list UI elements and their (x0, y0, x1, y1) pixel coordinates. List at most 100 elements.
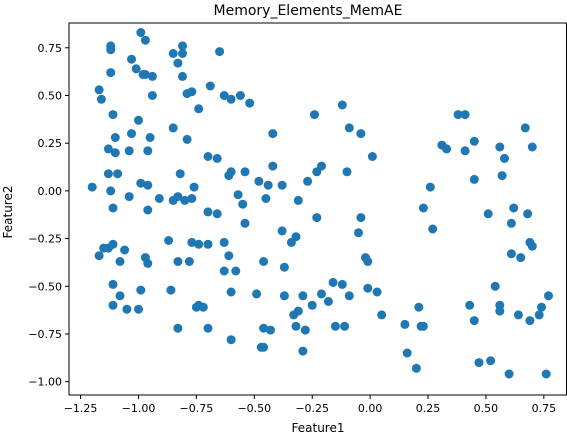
data-point (354, 228, 363, 238)
data-point (363, 257, 373, 266)
x-tick-label: 0.00 (358, 402, 383, 415)
data-point (534, 310, 544, 320)
data-point (337, 279, 347, 289)
data-point (219, 266, 229, 276)
y-axis-ticks: −1.00 −0.75 −0.50 −0.25 0.00 0.25 0.50 0.75 (28, 42, 69, 389)
x-tick-label: −1.25 (64, 402, 98, 415)
data-point (259, 323, 269, 333)
data-point (495, 306, 505, 316)
data-point (180, 195, 190, 205)
data-point (516, 253, 526, 263)
data-point (356, 213, 366, 223)
data-point (87, 182, 97, 192)
data-point (469, 136, 479, 146)
x-tick-label: 0.75 (532, 402, 557, 415)
data-point (94, 251, 104, 261)
x-tick-label: 0.50 (474, 402, 499, 415)
y-tick-label: −0.25 (28, 233, 62, 246)
data-point (317, 289, 326, 299)
data-point (266, 325, 275, 335)
data-point (219, 237, 229, 247)
data-point (226, 287, 236, 297)
x-tick-label: −0.75 (180, 402, 214, 415)
data-point (94, 85, 104, 95)
data-point (474, 358, 484, 368)
data-point (537, 302, 546, 312)
data-point (136, 285, 146, 295)
data-point (425, 182, 435, 192)
data-point (465, 300, 475, 310)
x-tick-label: −1.00 (122, 402, 156, 415)
data-point (268, 129, 278, 139)
data-point (154, 194, 164, 203)
data-point (277, 226, 287, 236)
data-point (108, 239, 118, 249)
data-point (252, 289, 262, 299)
data-point (469, 174, 479, 184)
data-point (124, 146, 134, 156)
data-point (342, 167, 352, 177)
data-point (356, 129, 366, 139)
x-axis-ticks: −1.25 −1.00 −0.75 −0.50 −0.25 0.00 0.25 0.50 0.7… (64, 395, 556, 415)
data-point (240, 167, 250, 177)
data-point (203, 239, 213, 249)
data-point (428, 224, 438, 234)
data-point (122, 304, 132, 314)
data-point (497, 171, 507, 181)
data-point (238, 199, 248, 209)
data-point (279, 262, 289, 272)
data-point (268, 161, 278, 171)
data-point (226, 335, 236, 345)
data-point (103, 169, 113, 179)
data-point (527, 241, 537, 251)
data-point (215, 47, 225, 57)
data-point (140, 253, 150, 263)
data-point (106, 45, 116, 55)
chart-title: Memory_Elements_MemAE (214, 3, 403, 19)
y-tick-label: −0.50 (28, 280, 62, 293)
data-point (134, 304, 143, 314)
x-tick-label: −0.25 (295, 402, 329, 415)
data-point (506, 249, 516, 259)
data-point (490, 281, 500, 291)
data-point (402, 348, 412, 358)
data-point (178, 41, 187, 51)
data-point (377, 310, 387, 320)
data-point (203, 152, 213, 161)
data-point (134, 115, 143, 125)
data-point (120, 245, 130, 255)
data-point (178, 49, 187, 58)
data-point (506, 218, 516, 228)
data-point (189, 182, 199, 192)
x-tick-label: 0.25 (416, 402, 441, 415)
data-point (108, 110, 118, 120)
data-point (147, 91, 157, 100)
x-axis-label: Feature1 (292, 421, 345, 435)
data-point (108, 203, 118, 213)
data-point (263, 180, 273, 190)
data-point (203, 323, 213, 333)
data-point (164, 236, 174, 245)
data-point (414, 302, 424, 312)
data-point (469, 316, 479, 326)
data-point (523, 209, 533, 219)
data-point (184, 257, 194, 266)
data-point (344, 291, 354, 301)
data-point (337, 100, 347, 110)
data-point (224, 251, 234, 261)
data-point (168, 195, 178, 205)
data-point (212, 153, 222, 163)
data-point (124, 192, 134, 202)
data-point (127, 54, 136, 64)
data-points (87, 28, 553, 379)
data-point (418, 321, 428, 331)
data-point (115, 291, 125, 301)
data-point (219, 91, 229, 100)
data-point (168, 49, 178, 58)
data-point (166, 285, 176, 295)
data-point (110, 133, 120, 142)
data-point (293, 195, 303, 205)
data-point (226, 94, 236, 104)
